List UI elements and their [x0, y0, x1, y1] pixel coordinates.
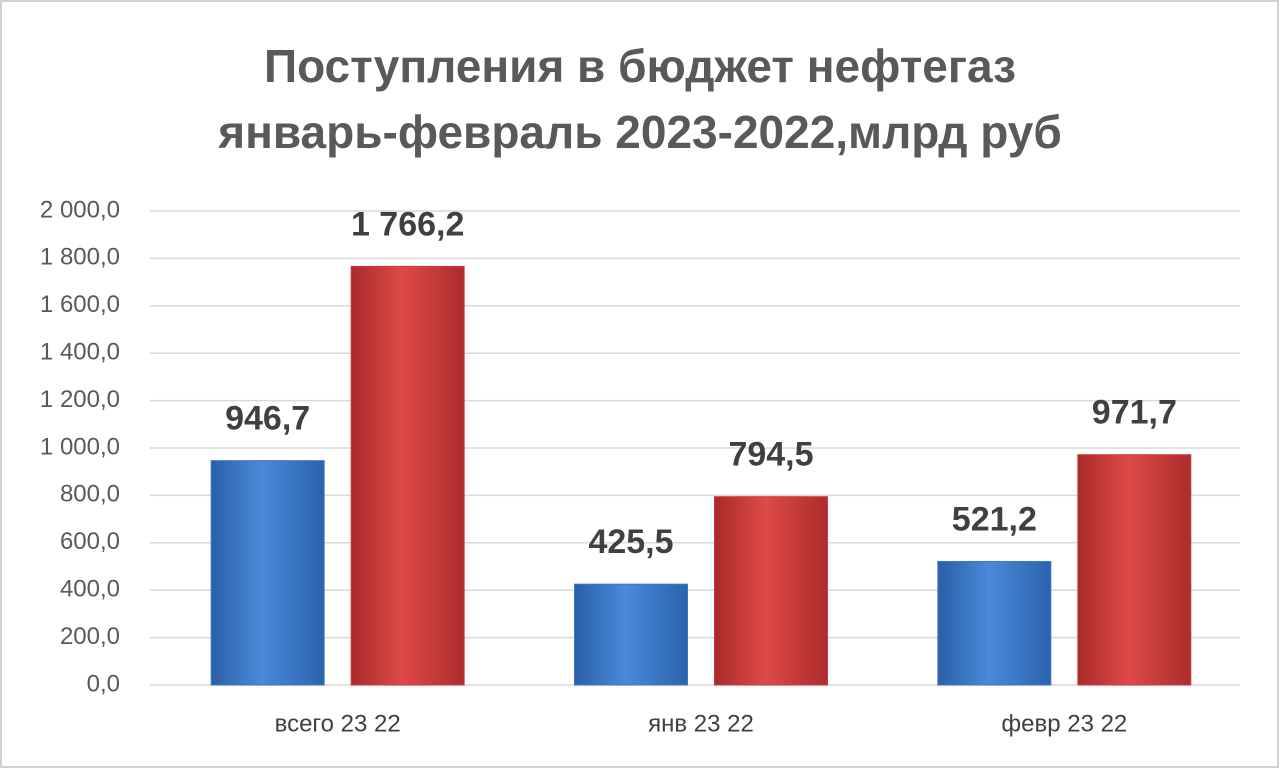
- data-label: 425,5: [588, 523, 673, 561]
- data-label: 521,2: [952, 500, 1037, 538]
- bar: [937, 560, 1052, 686]
- data-label: 946,7: [225, 400, 310, 438]
- x-tick-label: февр 23 22: [1001, 710, 1127, 737]
- bar: [1077, 454, 1192, 686]
- y-tick-label: 600,0: [60, 528, 120, 555]
- y-tick-label: 400,0: [60, 576, 120, 603]
- data-label: 794,5: [728, 436, 813, 474]
- y-tick-label: 1 400,0: [40, 339, 120, 366]
- bar: [210, 460, 325, 686]
- y-tick-label: 0,0: [87, 670, 120, 697]
- bar: [574, 583, 688, 686]
- y-tick-label: 1 000,0: [40, 433, 120, 460]
- data-label: 971,7: [1092, 394, 1177, 432]
- y-tick-label: 200,0: [60, 623, 120, 650]
- x-tick-label: янв 23 22: [648, 710, 754, 737]
- y-tick-label: 2 000,0: [40, 196, 120, 223]
- y-tick-label: 800,0: [60, 481, 120, 508]
- bar: [350, 265, 465, 686]
- chart-title: Поступления в бюджет нефтегаз: [264, 40, 1016, 92]
- data-label: 1 766,2: [351, 205, 464, 243]
- x-tick-label: всего 23 22: [275, 710, 401, 737]
- y-tick-label: 1 800,0: [40, 244, 120, 271]
- y-tick-label: 1 200,0: [40, 386, 120, 413]
- chart-title: январь-февраль 2023-2022,млрд руб: [217, 106, 1061, 158]
- y-tick-label: 1 600,0: [40, 291, 120, 318]
- bar: [714, 496, 828, 686]
